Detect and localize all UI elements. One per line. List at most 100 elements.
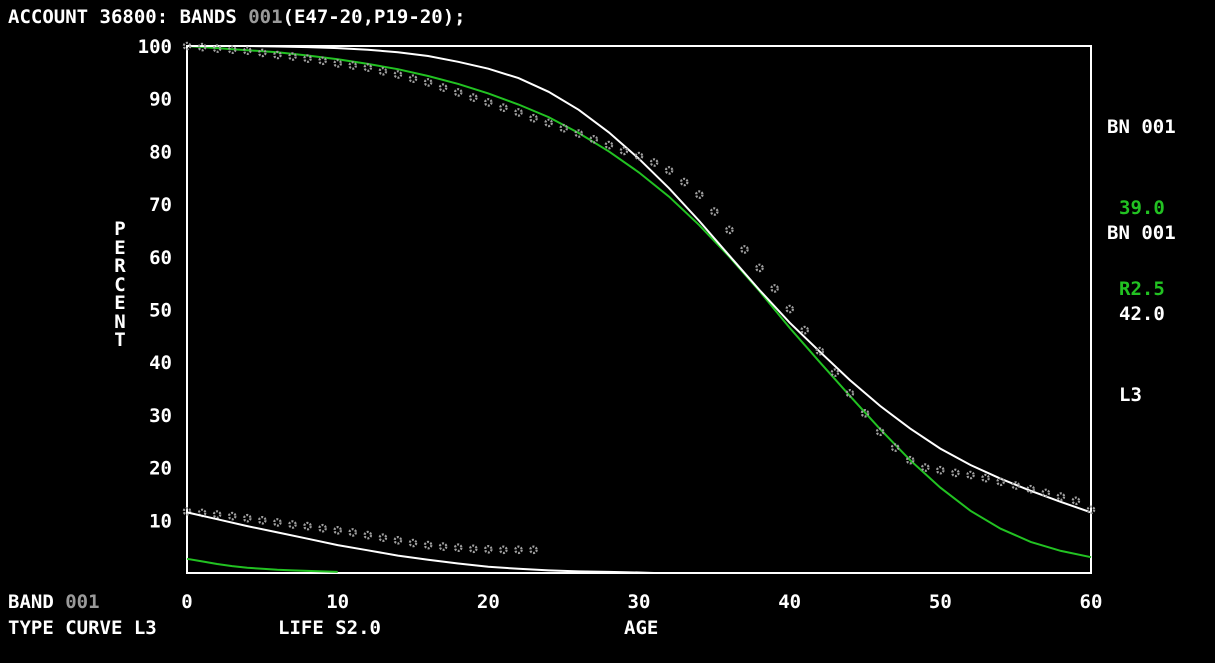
observed-point (423, 540, 433, 550)
y-tick-label: 80 (149, 141, 172, 163)
observed-point (333, 59, 343, 68)
observed-point (905, 455, 915, 465)
observed-point (333, 525, 343, 535)
observed-point (800, 325, 810, 335)
observed-point (182, 506, 192, 516)
observed-point (453, 543, 463, 553)
observed-point (499, 545, 508, 555)
observed-point (318, 523, 327, 533)
observed-point (393, 535, 403, 545)
observed-point (725, 225, 734, 235)
y-tick-label: 10 (149, 510, 172, 532)
observed-point (966, 470, 975, 480)
observed-point (544, 118, 553, 128)
observed-point (1056, 492, 1066, 501)
observed-point (529, 113, 538, 123)
y-axis-label-letter: N (114, 310, 126, 333)
observed-point (830, 368, 840, 378)
observed-point (378, 67, 388, 76)
observed-point (438, 83, 448, 92)
observed-point (619, 146, 629, 156)
x-tick-label: 30 (628, 591, 651, 613)
x-tick-label: 20 (477, 591, 500, 613)
observed-point (634, 151, 644, 161)
observed-point (514, 545, 523, 555)
observed-point (1026, 484, 1036, 494)
legend-white-band: BN 001 (1107, 222, 1176, 244)
x-axis-label: AGE (624, 617, 659, 639)
observed-point (408, 538, 418, 548)
observed-point (212, 44, 222, 53)
observed-point (649, 158, 659, 167)
observed-point (875, 427, 885, 437)
observed-point (860, 408, 870, 418)
observed-point (1041, 488, 1051, 498)
legend-white-life: 42.0 (1119, 303, 1165, 325)
legend-entry-green: BN 001 39.0 R2.5 (1107, 60, 1176, 357)
x-tick-label: 50 (929, 591, 952, 613)
legend-entry-white: BN 001 42.0 L3 (1107, 166, 1176, 463)
footer-type-curve-label: TYPE CURVE (8, 617, 123, 639)
observed-point (423, 78, 433, 87)
observed-point (348, 528, 358, 537)
x-tick-label: 10 (326, 591, 349, 613)
observed-point (273, 50, 282, 60)
y-tick-label: 50 (149, 300, 172, 322)
observed-point (483, 544, 493, 554)
observed-point (740, 245, 749, 254)
series-line-4 (186, 511, 655, 574)
header-band-code: 001 (248, 6, 283, 28)
footer-life: LIFE S2.0 (278, 617, 381, 639)
observed-point (468, 544, 478, 554)
y-tick-label: 30 (149, 405, 172, 427)
observed-point (257, 48, 267, 58)
y-tick-label: 100 (138, 36, 172, 58)
observed-point (574, 129, 584, 138)
y-axis-label-letter: E (114, 292, 126, 314)
observed-point (378, 533, 388, 543)
observed-point (951, 468, 960, 478)
observed-point (589, 135, 599, 144)
observed-point (243, 46, 252, 56)
observed-point (288, 520, 297, 529)
y-axis-label-letter: R (114, 255, 126, 277)
observed-point (468, 93, 478, 102)
observed-point (438, 542, 448, 551)
observed-point (1086, 505, 1096, 515)
series-line-0 (186, 45, 1092, 559)
y-axis-label-letter: C (114, 273, 126, 296)
legend-green-life: 39.0 (1119, 197, 1165, 219)
legend-green-curve: R2.5 (1119, 278, 1165, 300)
observed-point (996, 477, 1005, 487)
observed-point (709, 207, 719, 216)
observed-point (227, 45, 237, 55)
y-tick-label: 40 (149, 352, 172, 374)
observed-point (453, 88, 463, 97)
y-tick-label: 20 (149, 458, 172, 480)
observed-point (755, 263, 764, 273)
observed-point (694, 190, 704, 199)
axis-layer: 10 20 30 40 50 60 70 80 90 100 0 10 20 30 40 50 60 (138, 36, 1103, 613)
observed-point (303, 54, 312, 63)
footer-band-label: BAND (8, 591, 54, 613)
observed-point (243, 513, 252, 523)
y-axis-label-letter: P (114, 218, 126, 240)
observed-point (1011, 481, 1021, 490)
observed-point (1071, 496, 1081, 506)
observed-point (770, 284, 779, 293)
observed-point (679, 177, 689, 187)
footer-life-value: S2.0 (335, 617, 381, 639)
observed-point (483, 98, 493, 107)
y-axis-label-letter: T (114, 329, 126, 351)
plot-frame (186, 45, 1092, 574)
footer-band: BAND 001 (8, 591, 100, 613)
chart-header: ACCOUNT 36800: BANDS 001(E47-20,P19-20); (8, 6, 466, 28)
observed-point (499, 103, 508, 113)
x-tick-label: 0 (181, 591, 192, 613)
observed-point (182, 41, 192, 51)
y-tick-label: 60 (149, 247, 172, 269)
observed-point (212, 510, 222, 519)
observed-point (935, 465, 945, 475)
observed-point (920, 463, 930, 472)
